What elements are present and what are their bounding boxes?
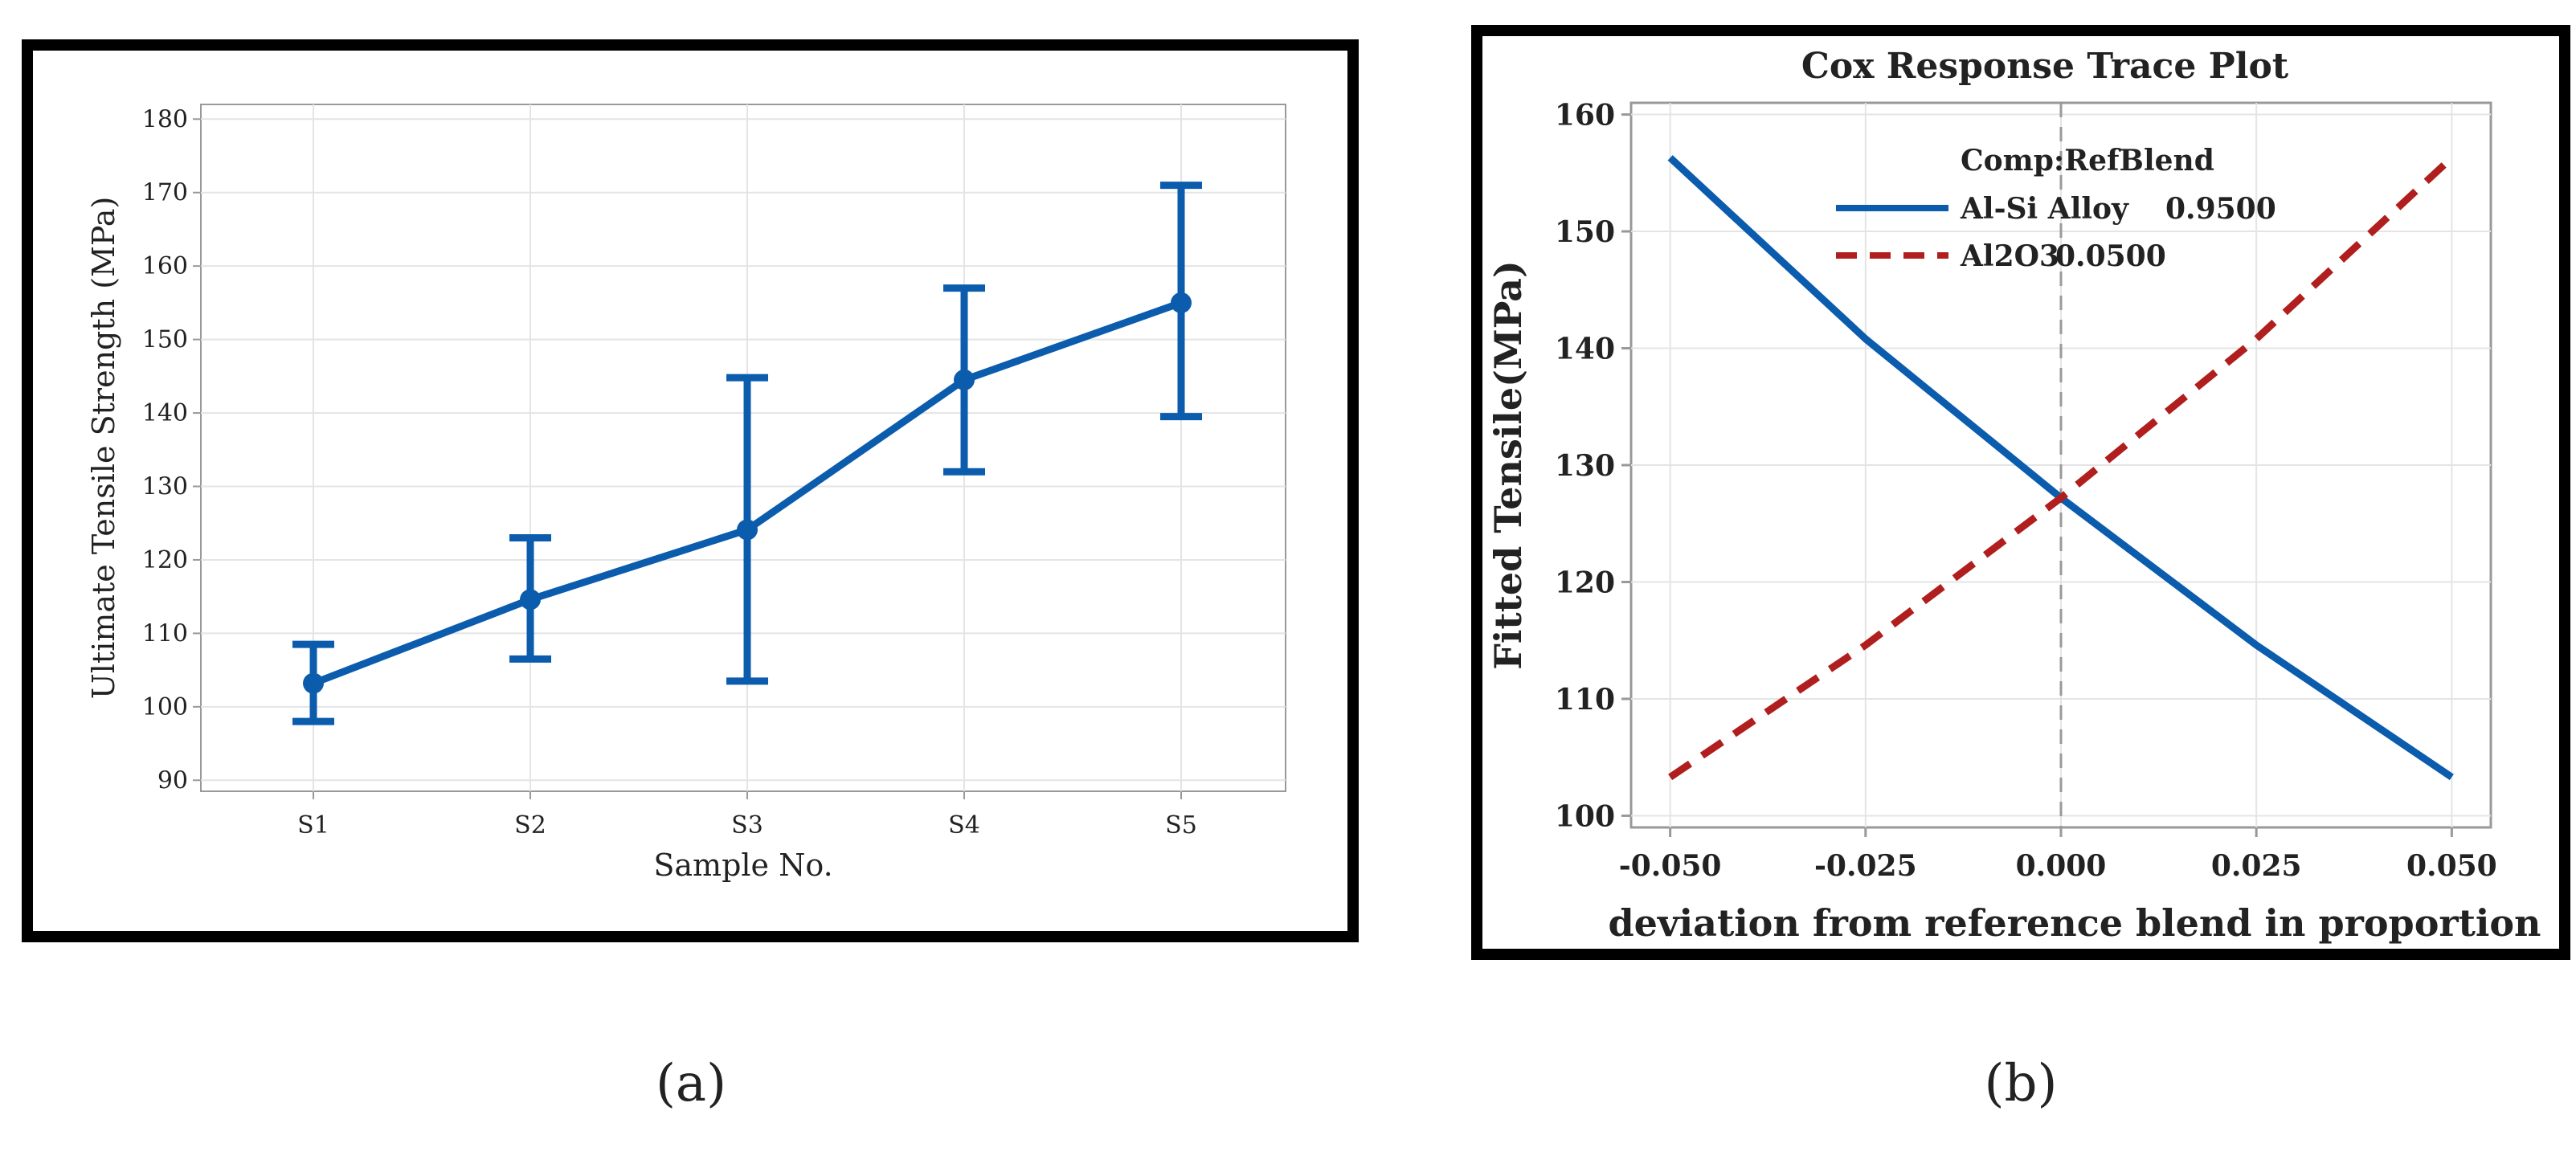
- panel-b-x-ticks: -0.050 -0.025 0.000 0.025 0.050: [1619, 827, 2497, 883]
- panel-b-x-tick-label: 0.000: [2016, 849, 2107, 883]
- panel-a-y-tick-label: 130: [142, 473, 188, 501]
- panel-a-x-ticks: S1 S2 S3 S4 S5: [297, 791, 1197, 839]
- panel-b-y-tick-label: 140: [1555, 333, 1615, 366]
- panel-b-y-tick-label: 160: [1555, 99, 1615, 133]
- panel-b-y-tick-label: 110: [1555, 683, 1615, 717]
- panel-a-y-tick-label: 100: [142, 693, 188, 721]
- panel-b-legend-title: Comp:RefBlend: [1961, 144, 2214, 178]
- panel-b-series: [1667, 155, 2455, 781]
- panel-a-data-point: [737, 519, 758, 541]
- panel-b-y-tick-label: 100: [1555, 799, 1615, 833]
- panel-b-legend-name-al-si: Al-Si Alloy: [1960, 192, 2129, 226]
- panel-a-x-tick-label: S1: [297, 811, 329, 839]
- panel-b-y-tick-label: 120: [1555, 566, 1615, 599]
- panel-b-chart-title: Cox Response Trace Plot: [1801, 46, 2289, 87]
- panel-b-x-tick-label: 0.050: [2406, 849, 2497, 883]
- panel-a-y-axis-label: Ultimate Tensile Strength (MPa): [86, 197, 121, 700]
- panel-a-y-tick-label: 120: [142, 546, 188, 574]
- panel-a-y-tick-label: 90: [157, 766, 188, 794]
- panel-a-y-tick-label: 180: [142, 105, 188, 133]
- panel-a-y-tick-label: 170: [142, 179, 188, 207]
- panel-a-x-tick-label: S4: [948, 811, 980, 839]
- panel-b-x-tick-label: -0.050: [1619, 849, 1722, 883]
- panel-b-x-tick-label: -0.025: [1814, 849, 1917, 883]
- panel-b-y-tick-label: 130: [1555, 449, 1615, 483]
- panel-a-gridlines: [201, 104, 1286, 791]
- panel-a-data-point: [520, 589, 541, 611]
- panel-a-x-tick-label: S2: [514, 811, 546, 839]
- panel-b-x-axis-label: deviation from reference blend in propor…: [1609, 901, 2541, 945]
- panel-a-y-tick-label: 160: [142, 252, 188, 280]
- panel-b-legend-value-al-si: 0.9500: [2165, 192, 2276, 226]
- panel-b-y-axis-label: Fitted Tensile(MPa): [1486, 260, 1530, 669]
- panel-b-x-tick-label: 0.025: [2211, 849, 2302, 883]
- panel-a: 90 100 110 120 130 140 150 160 170 180 S1 S2 S3 S4 S5…: [22, 39, 1359, 942]
- panel-a-plot-area: [200, 104, 1286, 792]
- panel-b-legend: Comp:RefBlend Al-Si Alloy 0.9500 Al2O3 0…: [1836, 144, 2276, 273]
- panel-a-x-tick-label: S5: [1165, 811, 1197, 839]
- panel-a-data-point: [303, 672, 324, 694]
- figure-label-b: (b): [1985, 1054, 2058, 1113]
- panel-a-data-point: [954, 369, 975, 390]
- panel-a-x-tick-label: S3: [731, 811, 763, 839]
- figure-label-a: (a): [656, 1054, 726, 1113]
- panel-b-series-al2o3: [1668, 155, 2455, 781]
- panel-b-y-tick-label: 150: [1555, 215, 1615, 249]
- panel-a-y-ticks: 90 100 110 120 130 140 150 160 170 180: [142, 105, 201, 794]
- panel-b-legend-value-al2o3: 0.0500: [2055, 239, 2166, 273]
- panel-a-x-axis-label: Sample No.: [653, 848, 832, 883]
- panel-b: Cox Response Trace Plot 1001101201301401…: [1471, 25, 2570, 960]
- panel-a-y-tick-label: 150: [142, 326, 188, 354]
- panel-b-legend-name-al2o3: Al2O3: [1960, 239, 2059, 273]
- panel-a-points: [303, 292, 1192, 694]
- panel-a-y-tick-label: 110: [142, 619, 188, 647]
- panel-b-y-ticks: 100 110 120 130 140 150 160: [1555, 99, 1631, 833]
- panel-a-y-tick-label: 140: [142, 399, 188, 427]
- panel-a-data-point: [1171, 292, 1192, 313]
